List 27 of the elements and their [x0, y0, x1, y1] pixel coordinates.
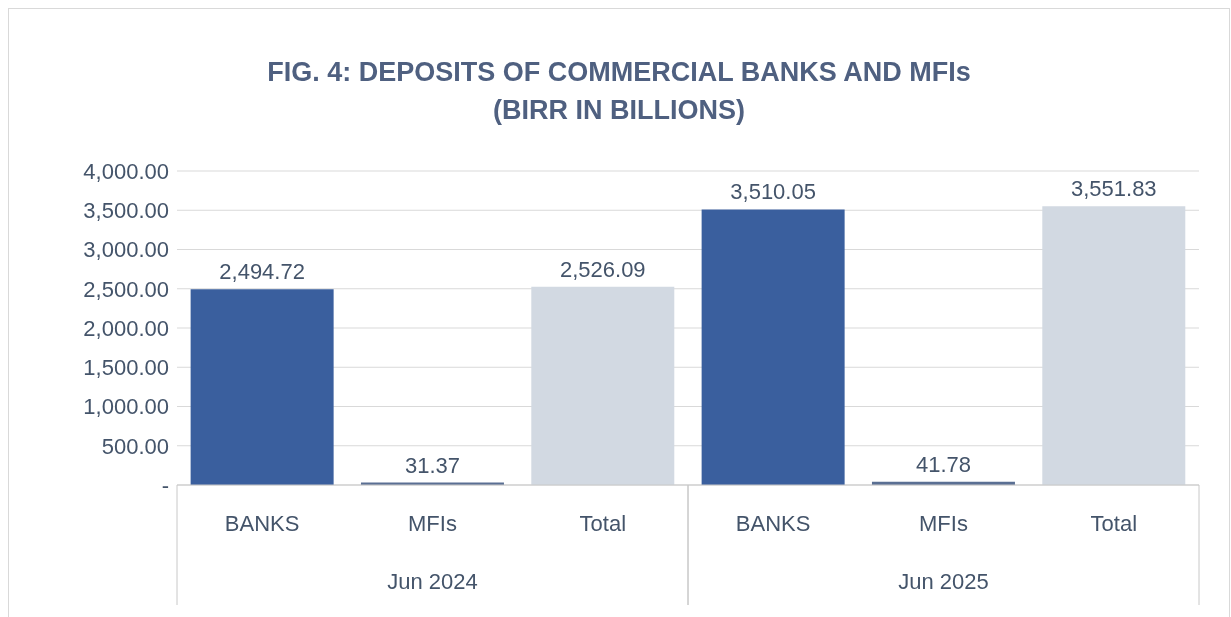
chart-subtitle: (BIRR IN BILLIONS): [492, 94, 746, 127]
y-tick-label: 1,000.00: [83, 394, 169, 420]
y-tick-label: 3,500.00: [83, 198, 169, 224]
y-tick-label: 2,000.00: [83, 315, 169, 341]
data-label: 31.37: [404, 452, 460, 478]
x-tick-label: BANKS: [735, 511, 811, 536]
x-tick-label: Total: [1090, 511, 1138, 536]
bar: [701, 209, 845, 485]
y-tick-label: 2,500.00: [83, 276, 169, 302]
chart-title: FIG. 4: DEPOSITS OF COMMERCIAL BANKS AND MFIs: [266, 56, 972, 89]
x-tick-label: MFIs: [919, 511, 968, 536]
data-label: 41.78: [915, 451, 971, 477]
y-tick-label: -: [161, 472, 169, 498]
text: Jun 2025: [898, 569, 989, 594]
x-tick-label: Total: [579, 511, 627, 536]
y-tick-label: 3,000.00: [83, 237, 169, 263]
y-tick-label: 1,500.00: [83, 355, 169, 381]
bar: [190, 289, 334, 485]
x-tick-label: MFIs: [408, 511, 457, 536]
data-label: 3,551.83: [1070, 176, 1157, 202]
text: Jun 2024: [387, 569, 478, 594]
y-tick-label: 500.00: [101, 433, 169, 459]
data-label: 3,510.05: [730, 179, 816, 205]
y-tick-label: 4,000.00: [83, 158, 169, 184]
data-label: 2,494.72: [219, 259, 305, 285]
data-label: 2,526.09: [559, 256, 646, 282]
x-tick-label: BANKS: [224, 511, 300, 536]
